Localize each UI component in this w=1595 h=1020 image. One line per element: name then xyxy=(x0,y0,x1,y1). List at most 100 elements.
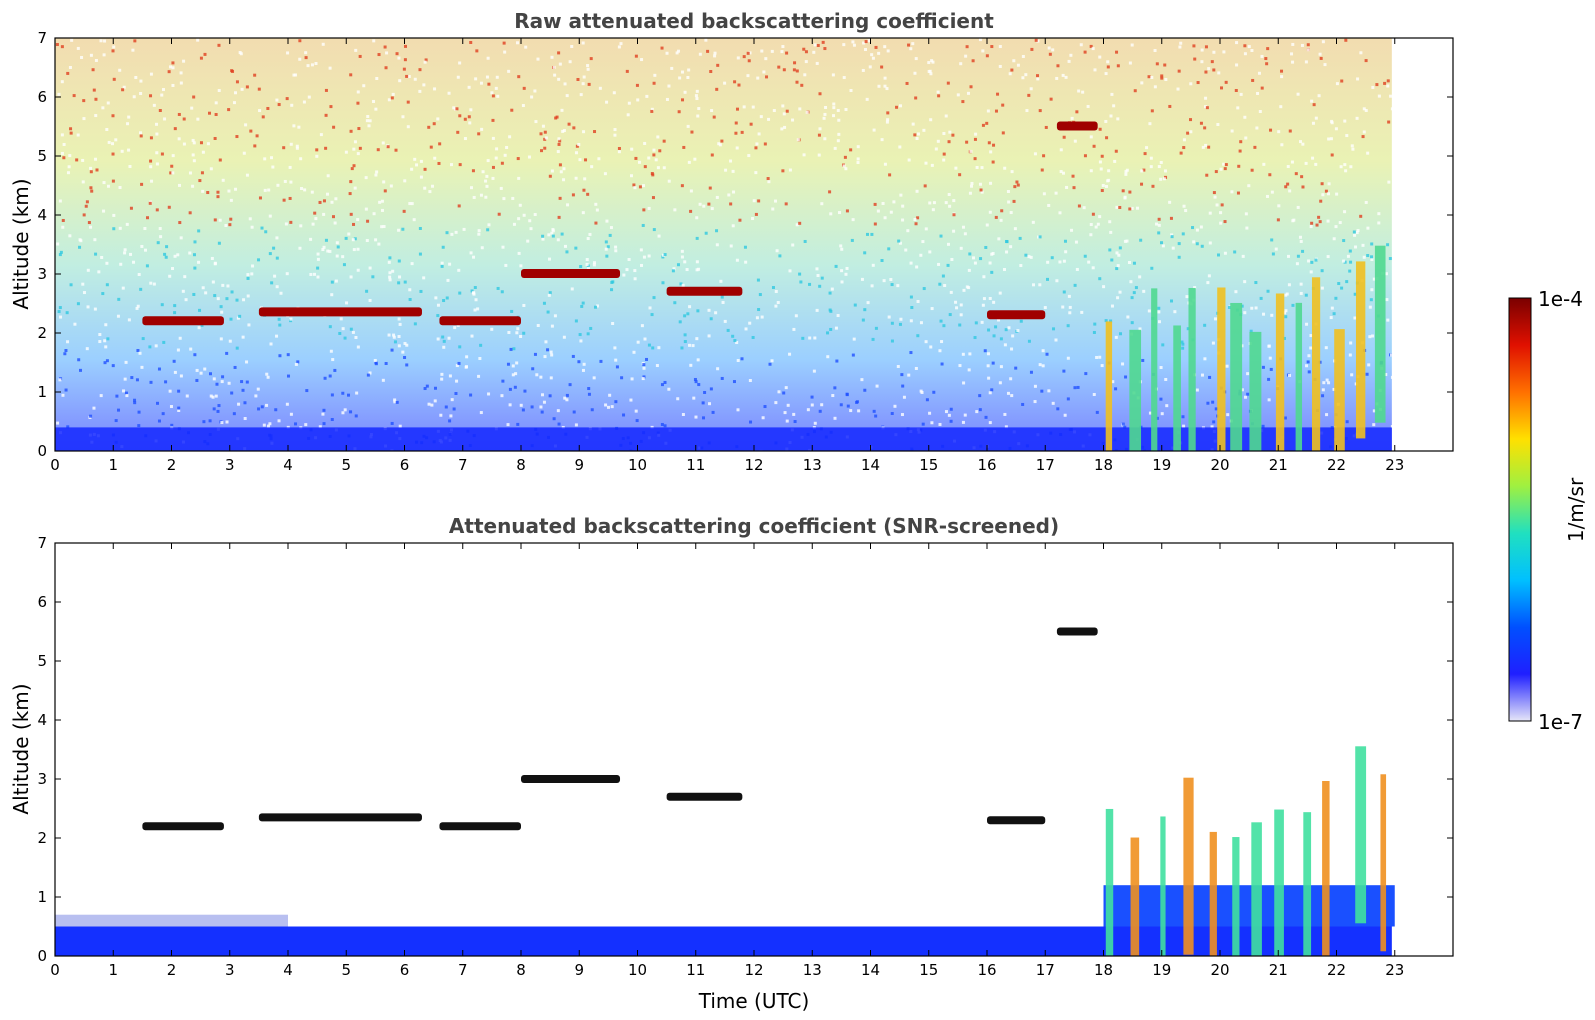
noise-speck xyxy=(815,308,819,312)
noise-speck xyxy=(642,255,646,259)
noise-speck xyxy=(500,394,504,398)
noise-speck xyxy=(527,155,531,159)
noise-speck xyxy=(693,377,697,381)
noise-speck xyxy=(581,301,585,305)
noise-speck xyxy=(519,264,523,268)
noise-speck xyxy=(1071,174,1075,178)
noise-speck xyxy=(387,260,391,264)
noise-speck xyxy=(1130,321,1134,325)
noise-speck xyxy=(1170,235,1174,239)
noise-speck xyxy=(351,238,355,242)
noise-speck xyxy=(1013,227,1017,231)
noise-speck xyxy=(724,168,728,172)
screened-precip-base xyxy=(1103,885,1395,927)
noise-speck xyxy=(914,57,918,61)
noise-speck xyxy=(415,163,419,167)
noise-speck xyxy=(1117,253,1121,257)
noise-speck xyxy=(701,401,705,405)
noise-speck xyxy=(251,264,255,268)
noise-speck xyxy=(1110,304,1114,308)
noise-speck xyxy=(844,167,848,171)
noise-speck xyxy=(344,236,348,240)
noise-speck xyxy=(980,166,984,170)
noise-speck xyxy=(1356,77,1360,81)
noise-speck xyxy=(149,380,153,384)
noise-speck xyxy=(831,73,835,77)
noise-speck xyxy=(1307,259,1311,263)
noise-speck xyxy=(991,160,995,164)
noise-speck xyxy=(333,368,337,372)
noise-speck xyxy=(1109,230,1113,234)
noise-speck xyxy=(748,51,752,55)
noise-speck xyxy=(1016,183,1020,187)
noise-speck xyxy=(922,128,926,132)
noise-speck xyxy=(419,175,423,179)
noise-speck xyxy=(197,260,201,264)
noise-speck xyxy=(1018,236,1022,240)
noise-speck xyxy=(304,56,308,60)
noise-speck xyxy=(930,59,934,63)
noise-speck xyxy=(422,276,426,280)
noise-speck xyxy=(585,263,589,267)
noise-speck xyxy=(687,160,691,164)
noise-speck xyxy=(328,374,332,378)
noise-speck xyxy=(1150,75,1154,79)
noise-speck xyxy=(1104,119,1108,123)
noise-speck xyxy=(1226,413,1230,417)
noise-speck xyxy=(748,379,752,383)
noise-speck xyxy=(1318,52,1322,56)
noise-speck xyxy=(579,339,583,343)
noise-speck xyxy=(182,59,186,63)
noise-speck xyxy=(263,157,267,161)
noise-speck xyxy=(683,333,687,337)
noise-speck xyxy=(1045,352,1049,356)
noise-speck xyxy=(928,201,932,205)
noise-speck xyxy=(1332,237,1336,241)
noise-speck xyxy=(770,49,774,53)
noise-speck xyxy=(132,95,136,99)
noise-speck xyxy=(1245,226,1249,230)
noise-speck xyxy=(936,90,940,94)
noise-speck xyxy=(208,111,212,115)
noise-speck xyxy=(456,75,460,79)
noise-speck xyxy=(345,301,349,305)
noise-speck xyxy=(593,130,597,134)
noise-speck xyxy=(982,297,986,301)
noise-speck xyxy=(1157,306,1161,310)
noise-speck xyxy=(815,267,819,271)
noise-speck xyxy=(930,163,934,167)
noise-speck xyxy=(390,348,394,352)
noise-speck xyxy=(677,110,681,114)
x-tick-label: 14 xyxy=(861,456,880,474)
noise-speck xyxy=(505,146,509,150)
noise-speck xyxy=(862,41,866,45)
noise-speck xyxy=(828,190,832,194)
noise-speck xyxy=(403,355,407,359)
noise-speck xyxy=(587,82,591,86)
noise-speck xyxy=(964,54,968,58)
noise-speck xyxy=(695,216,699,220)
noise-speck xyxy=(193,353,197,357)
precipitation-streak xyxy=(1249,331,1262,451)
noise-speck xyxy=(1047,46,1051,50)
noise-speck xyxy=(540,410,544,414)
noise-speck xyxy=(1177,255,1181,259)
noise-speck xyxy=(458,291,462,295)
noise-speck xyxy=(594,221,598,225)
noise-speck xyxy=(266,375,270,379)
noise-speck xyxy=(720,295,724,299)
noise-speck xyxy=(265,372,269,376)
noise-speck xyxy=(581,41,585,45)
noise-speck xyxy=(965,45,969,49)
noise-speck xyxy=(391,269,395,273)
noise-speck xyxy=(890,321,894,325)
noise-speck xyxy=(190,106,194,110)
noise-speck xyxy=(1150,109,1154,113)
noise-speck xyxy=(262,423,266,427)
noise-speck xyxy=(1091,212,1095,216)
cloud-layer xyxy=(142,316,224,326)
noise-speck xyxy=(93,307,97,311)
noise-speck xyxy=(833,416,837,420)
noise-speck xyxy=(740,130,744,134)
noise-speck xyxy=(199,141,203,145)
